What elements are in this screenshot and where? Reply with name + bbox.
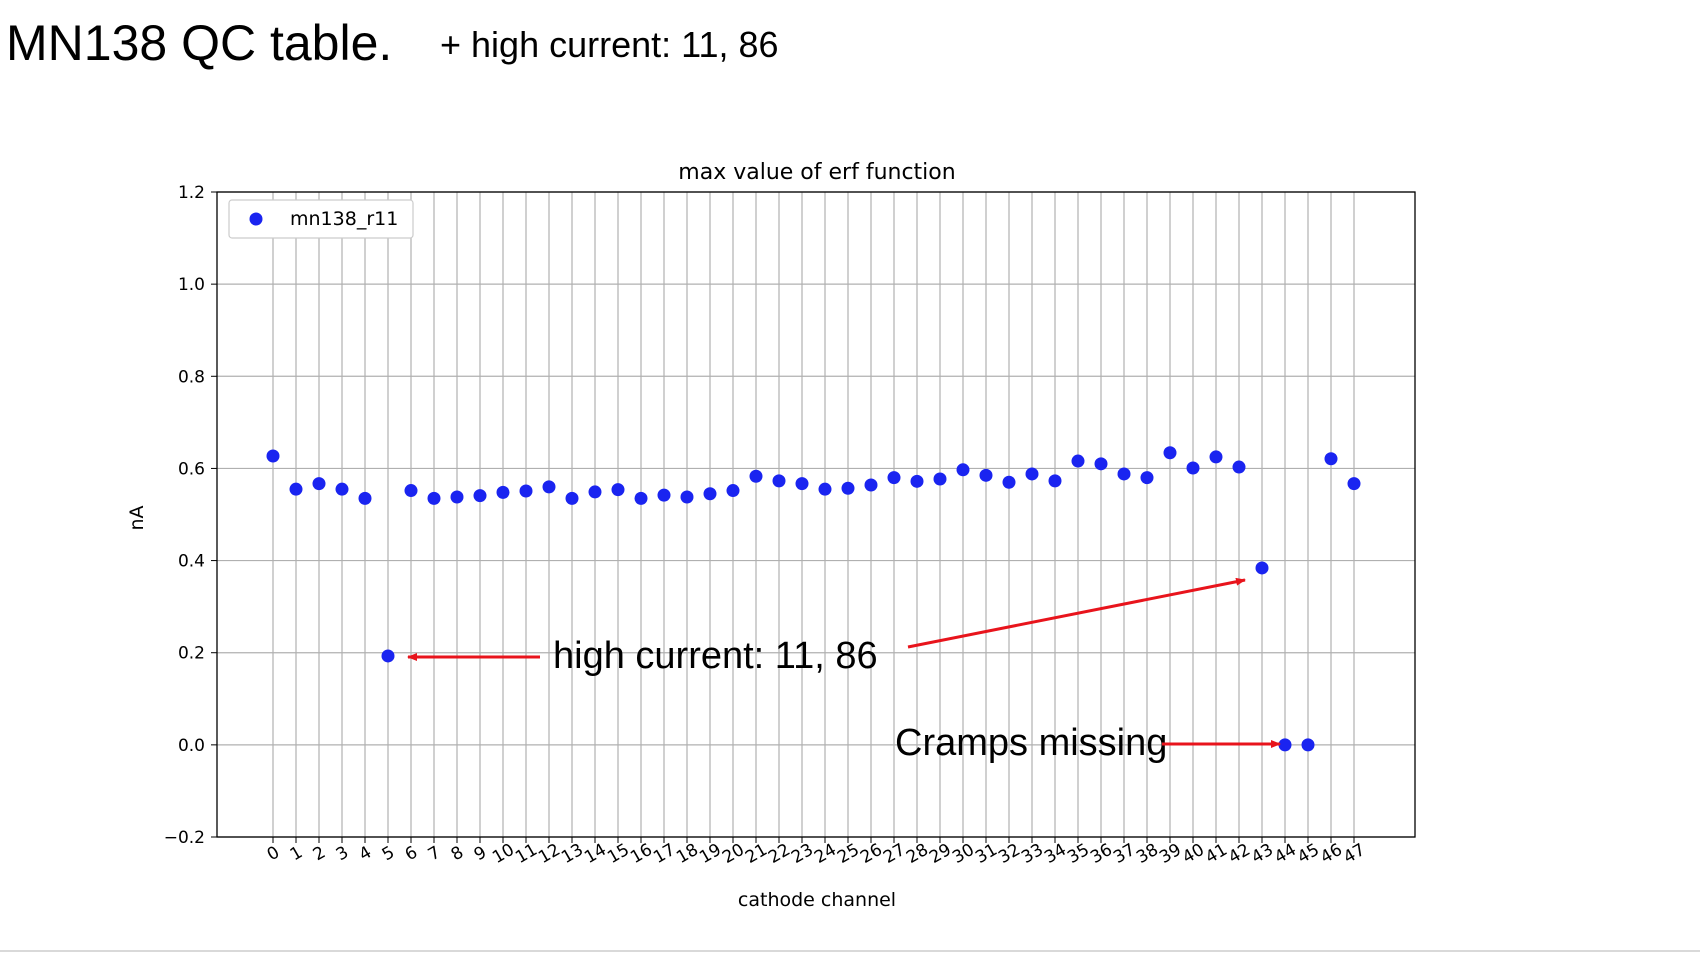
data-point xyxy=(1347,477,1361,491)
slide-subtitle: + high current: 11, 86 xyxy=(440,24,779,65)
cramps-missing-annotation: Cramps missing xyxy=(895,722,1167,764)
data-point xyxy=(841,481,855,495)
data-point xyxy=(450,490,464,504)
data-point xyxy=(1025,467,1039,481)
data-point xyxy=(519,484,533,498)
data-point xyxy=(1301,738,1315,752)
data-point xyxy=(657,488,671,502)
x-tick-label: 3 xyxy=(333,842,352,865)
data-point xyxy=(864,478,878,492)
data-point xyxy=(1002,475,1016,489)
data-point xyxy=(1209,450,1223,464)
legend-marker xyxy=(249,212,263,226)
plot-area-border xyxy=(216,191,1416,838)
data-point xyxy=(933,472,947,486)
data-point xyxy=(1117,467,1131,481)
data-point xyxy=(289,482,303,496)
grid-layer xyxy=(217,191,1415,838)
data-point xyxy=(358,491,372,505)
x-tick-label: 9 xyxy=(471,842,490,865)
data-point xyxy=(680,490,694,504)
data-point xyxy=(726,484,740,498)
chart-title: max value of erf function xyxy=(678,160,955,185)
data-point xyxy=(703,487,717,501)
data-point xyxy=(565,491,579,505)
data-point xyxy=(1324,452,1338,466)
data-point xyxy=(1094,457,1108,471)
data-point xyxy=(1232,460,1246,474)
x-axis-label: cathode channel xyxy=(738,889,896,911)
legend-label: mn138_r11 xyxy=(290,208,398,230)
slide-title: MN138 QC table. xyxy=(6,15,393,71)
data-point xyxy=(266,449,280,463)
high-current-annotation: high current: 11, 86 xyxy=(553,635,878,677)
data-point xyxy=(795,477,809,491)
arrow-high-current-right xyxy=(907,577,1246,649)
data-point xyxy=(887,471,901,485)
data-point xyxy=(634,491,648,505)
y-tick-label: 0.6 xyxy=(178,459,205,479)
y-tick-label: 0.4 xyxy=(178,552,205,572)
x-tick-label: 4 xyxy=(356,842,375,865)
data-point xyxy=(404,484,418,498)
annotations: high current: 11, 86 Cramps missing xyxy=(407,577,1281,764)
data-point xyxy=(1071,454,1085,468)
y-tick-label: 0.0 xyxy=(178,736,205,756)
x-tick-label: 0 xyxy=(264,842,283,865)
y-tick-label: 1.0 xyxy=(178,275,205,295)
data-point xyxy=(1048,474,1062,488)
axis-labels: max value of erf function cathode channe… xyxy=(126,160,956,911)
data-point xyxy=(312,477,326,491)
x-tick-label: 5 xyxy=(379,842,398,865)
data-point xyxy=(1186,461,1200,475)
data-point xyxy=(1163,446,1177,460)
tick-layer: 0 1 2 3 4 5 6 7 8 9101112131415161718192021222324… xyxy=(164,183,1369,868)
plot-frame xyxy=(216,191,1416,838)
x-tick-label: 47 xyxy=(1340,840,1369,868)
data-point xyxy=(749,469,763,483)
data-point xyxy=(772,474,786,488)
data-point xyxy=(818,482,832,496)
data-point xyxy=(979,468,993,482)
data-point xyxy=(1278,738,1292,752)
y-tick-label: 0.8 xyxy=(178,367,205,387)
data-point xyxy=(427,491,441,505)
data-point xyxy=(542,480,556,494)
data-point xyxy=(496,485,510,499)
data-point xyxy=(473,489,487,503)
y-axis-label: nA xyxy=(126,505,148,530)
data-point xyxy=(611,483,625,497)
y-tick-label: 1.2 xyxy=(178,183,205,203)
x-tick-label: 2 xyxy=(310,842,329,865)
data-point xyxy=(910,474,924,488)
legend: mn138_r11 xyxy=(228,199,414,239)
x-tick-label: 7 xyxy=(425,842,444,865)
y-tick-label: 0.2 xyxy=(178,644,205,664)
data-point xyxy=(381,649,395,663)
x-tick-label: 6 xyxy=(402,842,421,865)
legend-box xyxy=(228,199,414,239)
slide-bottom-rule xyxy=(0,950,1700,952)
data-point xyxy=(335,482,349,496)
data-point xyxy=(588,485,602,499)
x-tick-label: 1 xyxy=(287,842,306,865)
x-tick-label: 8 xyxy=(448,842,467,865)
data-point xyxy=(1140,471,1154,485)
y-tick-label: −0.2 xyxy=(164,828,205,848)
data-points xyxy=(266,446,1361,752)
data-point xyxy=(956,463,970,477)
data-point xyxy=(1255,561,1269,575)
